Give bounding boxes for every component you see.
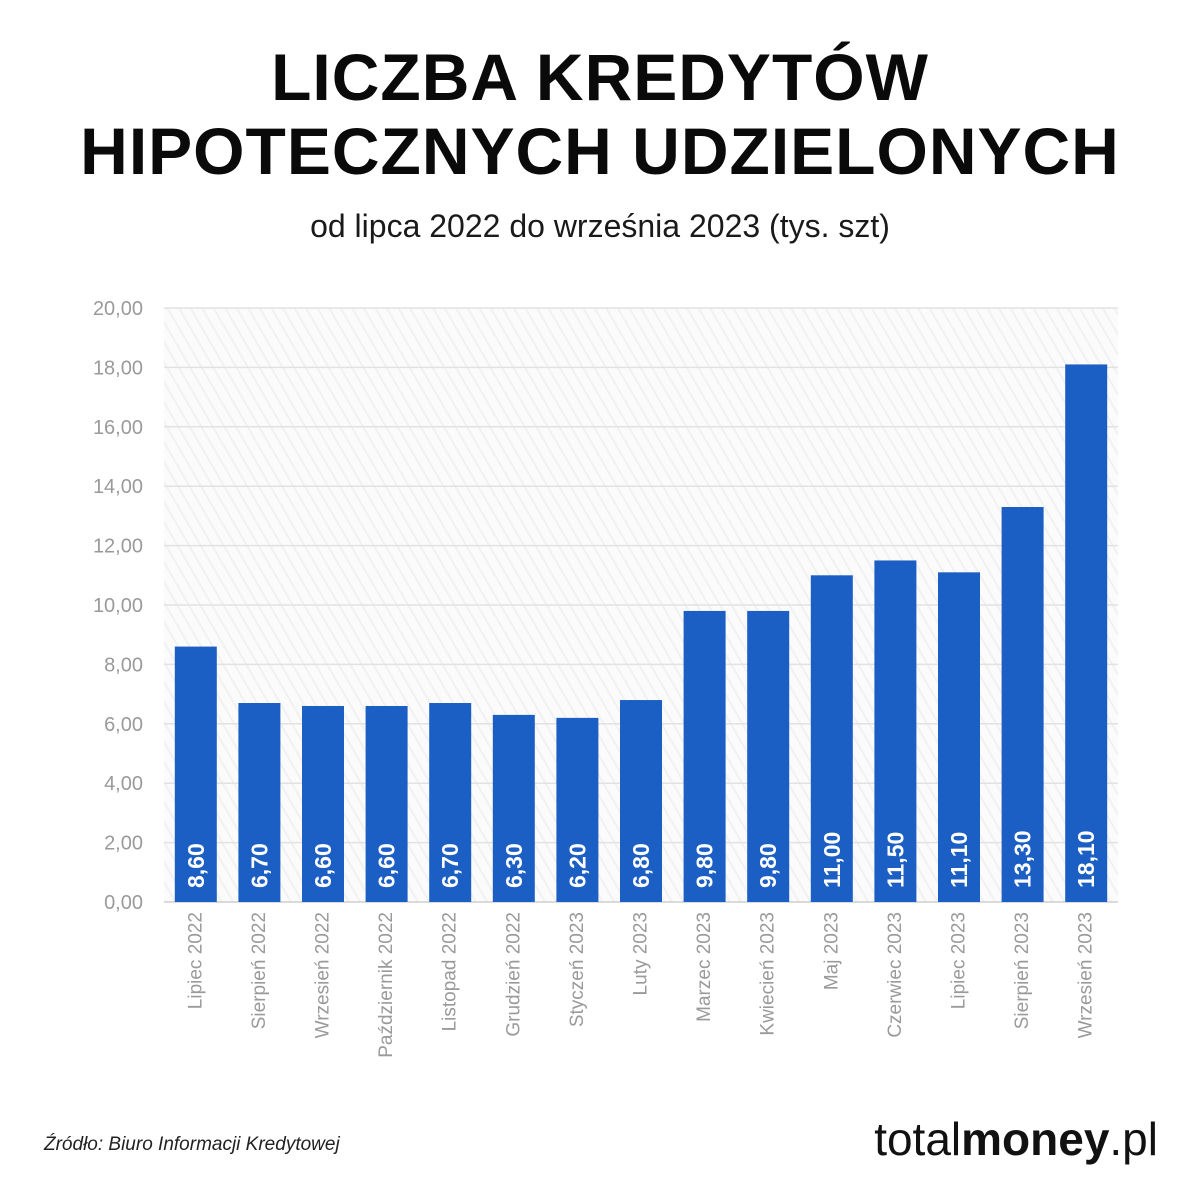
brand-logo: totalmoney.pl (874, 1112, 1158, 1166)
x-tick-label: Listopad 2022 (440, 912, 461, 1031)
bar-value-label: 6,60 (310, 843, 336, 888)
bar (365, 705, 408, 902)
bars (174, 364, 1108, 902)
bar (747, 610, 790, 902)
bar-value-label: 6,30 (501, 843, 527, 888)
x-axis-tick-labels: Lipiec 2022 Sierpień 2022 Wrzesień 2022 Paź… (185, 912, 1096, 1058)
y-tick-label: 16,00 (93, 417, 143, 439)
x-tick-label: Luty 2023 (631, 912, 652, 995)
y-tick-label: 20,00 (93, 298, 143, 320)
bar-value-label: 6,60 (374, 843, 400, 888)
bar (874, 560, 917, 902)
bar-value-label: 13,30 (1010, 830, 1036, 888)
x-tick-label: Grudzień 2022 (503, 912, 524, 1037)
bar-value-label: 9,80 (692, 843, 718, 888)
brand-part-total: total (874, 1113, 962, 1165)
y-tick-label: 2,00 (104, 833, 143, 855)
bar-chart: 0,00 2,00 4,00 6,00 8,00 10,00 12,00 14,00 16,00… (93, 298, 1118, 1058)
x-tick-label: Styczeń 2023 (567, 912, 588, 1027)
bar-value-label: 11,10 (946, 832, 972, 888)
bar-value-label: 9,80 (755, 843, 781, 888)
bar-value-label: 11,00 (819, 832, 845, 888)
y-axis-tick-labels: 0,00 2,00 4,00 6,00 8,00 10,00 12,00 14,00 16,00… (93, 298, 143, 914)
x-tick-label: Wrzesień 2022 (313, 912, 334, 1038)
x-tick-label: Lipiec 2023 (949, 912, 970, 1009)
bar-value-labels: 8,60 6,70 6,60 6,60 6,70 6,30 6,20 6,80 9,80 9,80… (183, 830, 1099, 888)
x-tick-label: Kwiecień 2023 (758, 912, 779, 1036)
bar (302, 705, 344, 902)
bar-value-label: 6,20 (564, 843, 590, 888)
bar-value-label: 6,80 (628, 843, 654, 888)
bar (556, 717, 599, 902)
bar (810, 575, 853, 902)
bar-value-label: 11,50 (882, 832, 908, 888)
x-tick-label: Październik 2022 (376, 912, 397, 1058)
x-tick-label: Sierpień 2023 (1012, 912, 1033, 1029)
bar-value-label: 6,70 (246, 843, 272, 888)
bar (1001, 506, 1044, 902)
x-tick-label: Lipiec 2022 (185, 912, 206, 1009)
y-tick-label: 4,00 (104, 773, 143, 795)
bar (683, 610, 726, 902)
bar-value-label: 6,70 (437, 843, 463, 888)
bar (174, 646, 217, 902)
bar (938, 572, 980, 902)
y-tick-label: 14,00 (93, 476, 143, 498)
y-tick-label: 18,00 (93, 357, 143, 379)
bar (1065, 364, 1108, 902)
bar (492, 714, 535, 902)
brand-part-tld: .pl (1109, 1113, 1158, 1165)
bar-value-label: 18,10 (1073, 830, 1099, 888)
chart-subtitle: od lipca 2022 do września 2023 (tys. szt… (310, 208, 890, 244)
x-tick-label: Marzec 2023 (694, 912, 715, 1022)
x-tick-label: Sierpień 2022 (249, 912, 270, 1029)
bar (238, 703, 281, 902)
y-tick-label: 0,00 (104, 892, 143, 914)
brand-part-money: money (961, 1113, 1110, 1165)
x-tick-label: Wrzesień 2023 (1076, 912, 1097, 1038)
x-tick-label: Maj 2023 (821, 912, 842, 990)
chart-title-line1: LICZBA KREDYTÓW (271, 40, 929, 114)
chart-title: LICZBA KREDYTÓW HIPOTECZNYCH UDZIELONYCH (0, 40, 1200, 188)
bar-value-label: 8,60 (183, 843, 209, 888)
source-note: Źródło: Biuro Informacji Kredytowej (44, 1134, 340, 1155)
chart-title-line2: HIPOTECZNYCH UDZIELONYCH (80, 114, 1120, 188)
y-tick-label: 6,00 (104, 714, 143, 736)
bar (620, 700, 662, 902)
x-tick-label: Czerwiec 2023 (885, 912, 906, 1038)
y-tick-label: 12,00 (93, 536, 143, 558)
y-tick-label: 10,00 (93, 595, 143, 617)
bar (429, 703, 472, 902)
y-tick-label: 8,00 (104, 654, 143, 676)
